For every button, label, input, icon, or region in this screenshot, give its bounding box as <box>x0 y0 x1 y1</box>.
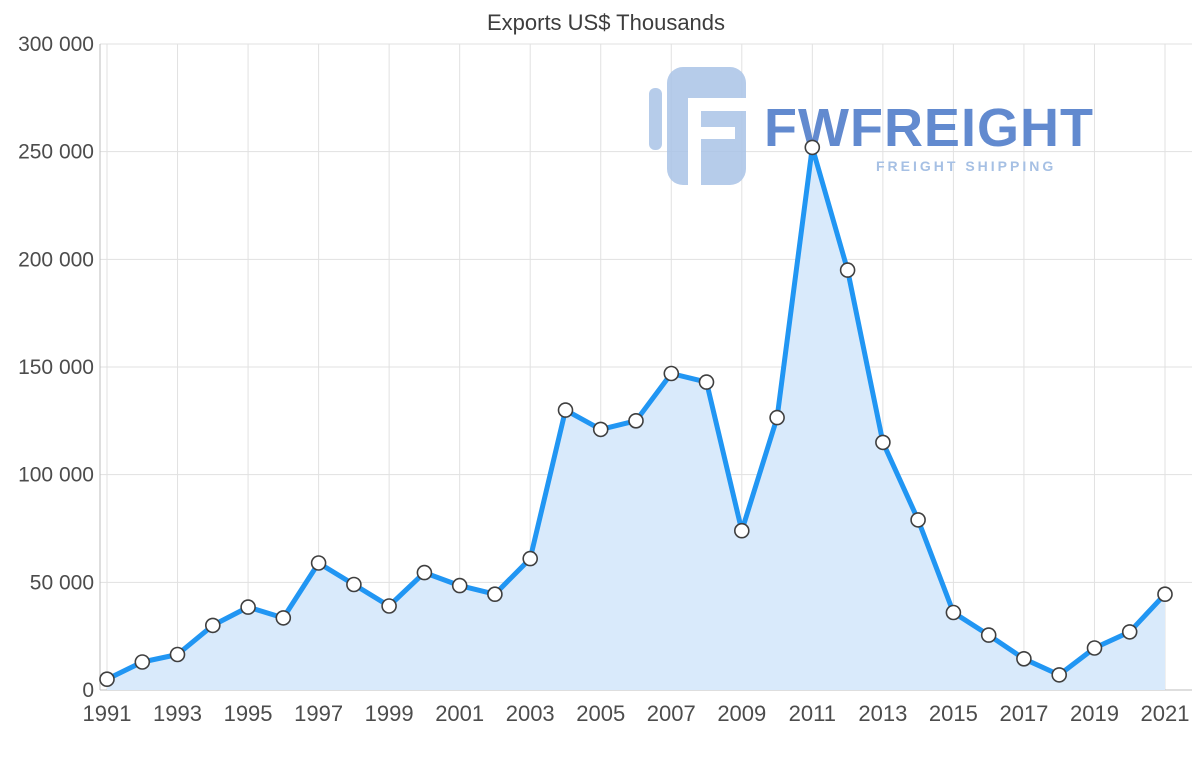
x-axis-label: 1999 <box>365 701 414 726</box>
data-point-2011[interactable] <box>804 139 821 156</box>
series-layer <box>99 139 1173 690</box>
data-point-2016[interactable] <box>980 627 997 643</box>
watermark-tagline-text: FREIGHT SHIPPING <box>876 158 1056 174</box>
y-axis-label: 100 000 <box>18 464 94 487</box>
data-point-2010[interactable] <box>769 409 785 426</box>
data-point-2019[interactable] <box>1086 640 1103 656</box>
data-point-1992[interactable] <box>134 654 151 670</box>
y-axis-label: 50 000 <box>30 571 94 594</box>
data-point-2002[interactable] <box>487 586 503 603</box>
watermark: FWFREIGHT FREIGHT SHIPPING <box>649 67 1093 185</box>
x-axis-label: 1995 <box>224 701 273 726</box>
area-fill <box>107 147 1165 690</box>
data-point-2018[interactable] <box>1051 667 1067 683</box>
data-point-1998[interactable] <box>346 576 362 593</box>
data-point-2012[interactable] <box>839 262 856 278</box>
y-axis-label: 300 000 <box>18 33 94 56</box>
x-axis-label: 2009 <box>717 701 766 726</box>
data-point-1991[interactable] <box>99 671 115 688</box>
data-point-1997[interactable] <box>310 555 327 571</box>
x-axis-label: 1991 <box>83 701 132 726</box>
labels-layer: 0 50 000 100 000 150 000 200 000 250 000 300 0… <box>18 33 1189 726</box>
x-axis-label: 2007 <box>647 701 696 726</box>
y-axis-label: 0 <box>82 679 94 702</box>
y-axis-label: 200 000 <box>18 248 94 271</box>
data-point-2003[interactable] <box>522 550 539 567</box>
data-point-1999[interactable] <box>381 598 397 614</box>
data-point-1996[interactable] <box>275 610 292 626</box>
x-axis-label: 2017 <box>999 701 1048 726</box>
data-point-2014[interactable] <box>910 512 926 528</box>
x-axis-label: 2003 <box>506 701 555 726</box>
data-point-2021[interactable] <box>1157 586 1173 603</box>
data-point-2005[interactable] <box>592 421 609 438</box>
x-axis-label: 2001 <box>435 701 484 726</box>
x-axis-label: 1993 <box>153 701 202 726</box>
data-point-2001[interactable] <box>451 577 468 594</box>
x-axis-label: 2005 <box>576 701 625 726</box>
y-axis-label: 250 000 <box>18 141 94 164</box>
data-point-1995[interactable] <box>240 599 256 615</box>
data-point-2000[interactable] <box>416 564 433 581</box>
data-point-2004[interactable] <box>557 402 574 418</box>
x-axis-label: 2013 <box>858 701 907 726</box>
data-point-1993[interactable] <box>169 646 186 663</box>
data-point-2007[interactable] <box>663 365 680 382</box>
data-point-2006[interactable] <box>628 412 644 429</box>
x-axis-label: 2019 <box>1070 701 1119 726</box>
x-axis-label: 2011 <box>789 701 836 726</box>
x-axis-label: 2015 <box>929 701 978 726</box>
chart-title: Exports US$ Thousands <box>487 10 725 35</box>
y-axis-label: 150 000 <box>18 356 94 379</box>
x-axis-label: 1997 <box>294 701 343 726</box>
data-point-2020[interactable] <box>1121 624 1138 640</box>
fwfreight-logo-icon <box>649 67 746 185</box>
data-point-2017[interactable] <box>1016 650 1032 667</box>
data-point-2013[interactable] <box>875 434 891 451</box>
data-point-2015[interactable] <box>945 604 962 621</box>
data-point-1994[interactable] <box>205 617 221 634</box>
x-axis-label: 2021 <box>1141 701 1190 726</box>
data-point-2009[interactable] <box>733 522 750 539</box>
data-point-2008[interactable] <box>698 374 715 390</box>
